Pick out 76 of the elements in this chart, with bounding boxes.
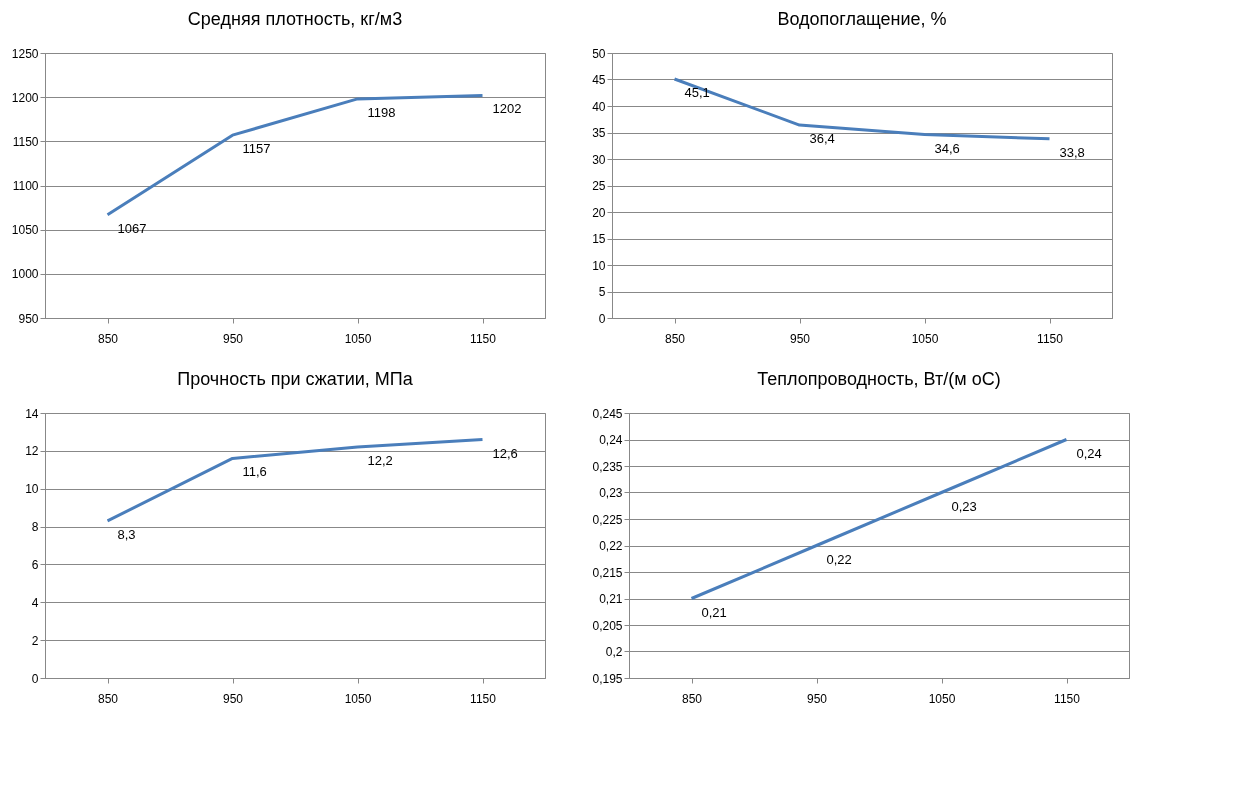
- y-tick-label: 0,24: [599, 433, 623, 447]
- y-tick-label: 0,225: [592, 512, 623, 527]
- line-series: [690, 438, 1068, 600]
- y-tick-label: 1200: [11, 90, 39, 105]
- data-label: 36,4: [809, 131, 835, 147]
- y-tick-label: 15: [592, 232, 606, 246]
- chart-title: Средняя плотность, кг/м3: [187, 9, 403, 29]
- x-tick-label: 950: [222, 691, 244, 706]
- y-tick-label: 6: [31, 557, 39, 572]
- y-tick-label: 14: [25, 406, 39, 421]
- y-tick-label: 40: [592, 99, 606, 114]
- y-tick-label: 1150: [12, 134, 39, 149]
- y-tick-label: 1250: [11, 46, 39, 61]
- x-tick-label: 850: [664, 331, 686, 346]
- data-label: 1202: [492, 101, 522, 117]
- chart-title: Прочность при сжатии, МПа: [177, 369, 414, 389]
- data-label: 12,6: [492, 445, 518, 461]
- x-tick-label: 1050: [928, 691, 956, 706]
- x-tick-label: 1050: [344, 691, 372, 706]
- y-tick-label: 35: [592, 126, 606, 140]
- y-tick-label: 12: [25, 444, 39, 459]
- y-tick-label: 1050: [11, 223, 39, 238]
- y-tick-label: 50: [592, 46, 606, 61]
- y-tick-label: 0,23: [599, 486, 623, 500]
- y-tick-label: 0,205: [592, 618, 623, 633]
- data-label: 34,6: [934, 140, 960, 156]
- data-label: 8,3: [117, 526, 136, 542]
- data-label: 11,6: [242, 464, 267, 480]
- y-tick-label: 5: [598, 285, 606, 299]
- y-tick-label: 20: [592, 205, 606, 220]
- y-tick-label: 4: [31, 595, 39, 610]
- y-tick-label: 950: [18, 311, 39, 326]
- x-tick-label: 950: [806, 691, 828, 706]
- y-tick-label: 1000: [11, 267, 39, 282]
- y-tick-label: 0,195: [592, 671, 623, 686]
- y-tick-label: 8: [31, 520, 39, 535]
- y-tick-label: 10: [592, 258, 606, 273]
- y-tick-label: 0,215: [592, 565, 623, 580]
- y-tick-label: 0,21: [599, 592, 623, 606]
- x-tick-label: 1150: [470, 691, 497, 706]
- data-label: 1157: [242, 141, 271, 157]
- data-label: 0,21: [701, 604, 727, 620]
- y-tick-label: 0: [598, 311, 606, 326]
- y-tick-label: 10: [25, 482, 39, 497]
- x-tick-label: 1150: [470, 331, 497, 346]
- data-label: 0,23: [951, 498, 977, 514]
- data-label: 45,1: [684, 84, 710, 100]
- y-tick-label: 0: [31, 671, 39, 686]
- y-tick-label: 0,245: [592, 406, 623, 421]
- y-tick-label: 1100: [12, 179, 39, 193]
- chart-title: Водопоглащение, %: [777, 9, 947, 29]
- data-label: 1067: [117, 220, 147, 236]
- x-tick-label: 1150: [1037, 331, 1064, 346]
- x-tick-label: 950: [222, 331, 244, 346]
- y-tick-label: 25: [592, 179, 606, 193]
- y-tick-label: 2: [31, 633, 39, 648]
- x-tick-label: 1150: [1054, 691, 1081, 706]
- line-series: [106, 93, 484, 217]
- y-tick-label: 45: [592, 73, 606, 87]
- x-tick-label: 1050: [911, 331, 939, 346]
- y-tick-label: 0,2: [605, 645, 623, 659]
- data-label: 0,22: [826, 551, 852, 567]
- x-tick-label: 850: [681, 691, 703, 706]
- chart-title: Теплопроводность, Вт/(м оС): [757, 369, 1001, 389]
- x-tick-label: 850: [97, 331, 119, 346]
- x-tick-label: 850: [97, 691, 119, 706]
- data-label: 33,8: [1059, 144, 1085, 160]
- y-tick-label: 0,22: [599, 539, 623, 553]
- line-series: [106, 438, 484, 523]
- data-label: 12,2: [367, 453, 393, 469]
- y-tick-label: 30: [592, 152, 606, 167]
- x-tick-label: 1050: [344, 331, 372, 346]
- data-label: 0,24: [1076, 445, 1102, 461]
- data-label: 1198: [367, 104, 396, 120]
- x-tick-label: 950: [789, 331, 811, 346]
- y-tick-label: 0,235: [592, 459, 623, 474]
